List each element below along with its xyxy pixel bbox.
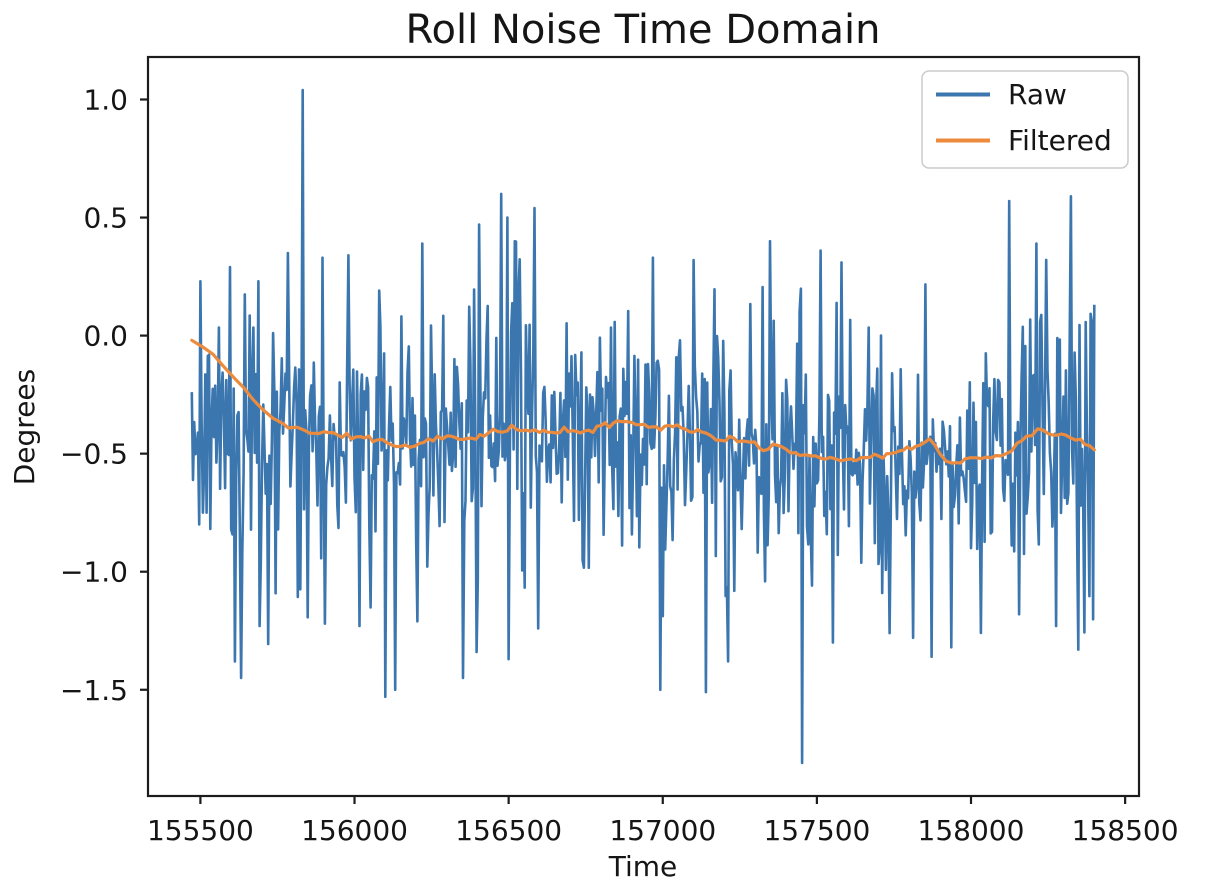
plot-border <box>146 55 1141 798</box>
y-tick-label: 0.5 <box>83 202 128 235</box>
raw-series-line <box>190 88 1096 765</box>
chart-title: Roll Noise Time Domain <box>406 7 881 53</box>
legend: Raw Filtered <box>921 70 1129 169</box>
x-axis-label: Time <box>608 850 678 883</box>
x-tick-label: 156000 <box>301 814 408 847</box>
legend-label-filtered: Filtered <box>1008 124 1112 157</box>
x-tick-label: 156500 <box>455 814 562 847</box>
y-tick-label: 0.0 <box>83 320 128 353</box>
x-tick-label: 158000 <box>918 814 1025 847</box>
legend-label-raw: Raw <box>1008 78 1067 111</box>
x-tick-label: 157000 <box>609 814 716 847</box>
y-tick-label: −0.5 <box>60 438 128 471</box>
x-tick-label: 158500 <box>1072 814 1179 847</box>
y-tick-label: 1.0 <box>83 83 128 116</box>
y-axis-label: Degrees <box>8 369 41 486</box>
plot-area: 155500 156000 156500 157000 157500 158000 1585… <box>60 55 1179 847</box>
y-tick-label: −1.5 <box>60 674 128 707</box>
x-tick-label: 155500 <box>147 814 254 847</box>
y-tick-label: −1.0 <box>60 556 128 589</box>
x-tick-label: 157500 <box>763 814 870 847</box>
filtered-series-line <box>190 338 1096 465</box>
